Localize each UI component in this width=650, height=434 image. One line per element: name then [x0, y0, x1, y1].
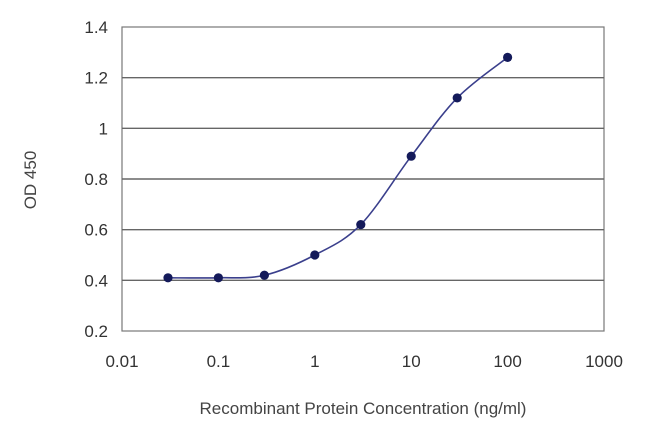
y-tick-label: 0.8 [84, 170, 108, 189]
x-axis-title: Recombinant Protein Concentration (ng/ml… [200, 399, 527, 418]
y-axis-title: OD 450 [21, 151, 40, 210]
data-point [259, 270, 269, 280]
y-tick-label: 0.6 [84, 221, 108, 240]
y-tick-label: 1.4 [84, 18, 108, 37]
y-tick-label: 1 [99, 119, 108, 138]
x-tick-label: 10 [402, 352, 421, 371]
y-tick-label: 0.2 [84, 322, 108, 341]
data-point [452, 93, 462, 103]
x-tick-label: 100 [493, 352, 521, 371]
data-point [163, 273, 173, 283]
data-point [406, 151, 416, 161]
series-line [167, 56, 509, 279]
y-tick-label: 1.2 [84, 69, 108, 88]
data-point [310, 250, 320, 260]
y-axis-ticks: 0.2 0.4 0.6 0.8 1 1.2 1.4 [84, 18, 108, 341]
data-points [163, 52, 513, 283]
data-point [356, 220, 366, 230]
x-axis-ticks: 0.01 0.1 1 10 100 1000 [105, 352, 622, 371]
data-point [503, 52, 513, 63]
y-tick-label: 0.4 [84, 271, 108, 290]
x-tick-label: 0.01 [105, 352, 138, 371]
data-point [213, 273, 223, 283]
x-tick-label: 0.1 [207, 352, 231, 371]
x-tick-label: 1000 [585, 352, 623, 371]
x-tick-label: 1 [310, 352, 319, 371]
gridlines [122, 76, 604, 282]
